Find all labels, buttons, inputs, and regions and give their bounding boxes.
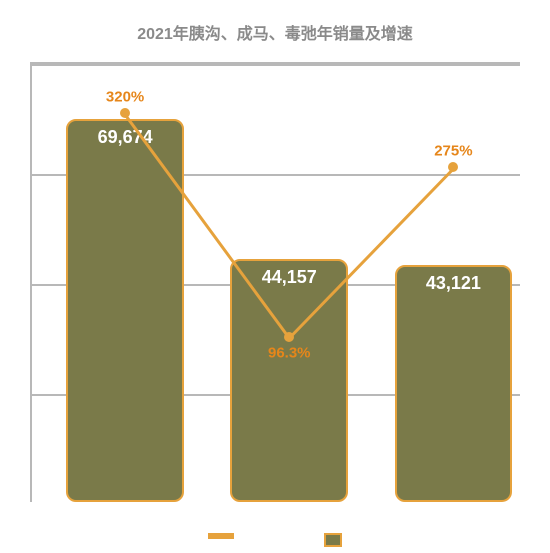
bar: 69,674	[66, 119, 184, 502]
bar: 43,121	[395, 265, 513, 502]
legend-swatch-bar	[324, 533, 342, 547]
plot-area: 69,67444,15743,121320%96.3%275%	[30, 62, 520, 502]
line-value-label: 320%	[106, 89, 144, 106]
bar-value-label: 69,674	[68, 127, 182, 148]
chart-title: 2021年胰沟、成马、毒弛年销量及增速	[30, 20, 520, 44]
legend	[0, 533, 550, 547]
line-point	[448, 162, 458, 172]
line-point	[284, 332, 294, 342]
line-value-label: 96.3%	[268, 344, 311, 361]
grid-line	[32, 64, 520, 66]
chart-container: 2021年胰沟、成马、毒弛年销量及增速 69,67444,15743,12132…	[0, 0, 550, 553]
legend-swatch-line	[208, 533, 234, 539]
line-value-label: 275%	[434, 143, 472, 160]
bar-value-label: 43,121	[397, 273, 511, 294]
